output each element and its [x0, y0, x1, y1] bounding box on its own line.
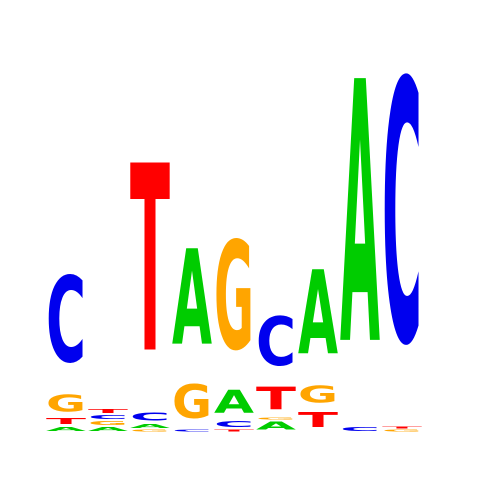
letter-C-pos-3: C	[130, 411, 170, 423]
letter-A-pos-4: A	[172, 224, 212, 375]
letter-C-pos-5: C	[214, 420, 254, 429]
letter-C-pos-1: C	[46, 253, 86, 390]
letter-C-pos-9: C	[382, 7, 422, 425]
logo-position-8: CA	[340, 8, 380, 432]
letter-T-pos-9: T	[382, 426, 423, 429]
letter-T-pos-7: T	[298, 408, 338, 432]
letter-A-pos-5: A	[214, 385, 254, 420]
letter-C-pos-8: C	[340, 426, 380, 432]
letter-C-pos-2: C	[88, 414, 128, 420]
letter-G-pos-4: G	[172, 376, 212, 429]
letter-A-pos-7: A	[298, 247, 338, 381]
letter-T-pos-3: T	[130, 111, 170, 410]
letter-T-pos-6: T	[256, 382, 296, 417]
letter-G-pos-3: G	[130, 429, 170, 432]
logo-position-7: TGA	[298, 247, 338, 432]
letter-A-pos-3: A	[130, 423, 171, 429]
letter-G-pos-1: G	[46, 390, 86, 417]
letter-C-pos-4: C	[172, 429, 212, 432]
letter-G-pos-2: G	[88, 420, 128, 426]
letter-G-pos-9: G	[382, 429, 422, 432]
letter-A-pos-2: A	[88, 426, 129, 432]
letter-G-pos-7: G	[298, 381, 338, 408]
letter-T-pos-5: T	[214, 429, 255, 432]
letter-G-pos-5: G	[214, 211, 254, 384]
letter-A-pos-1: A	[46, 426, 87, 432]
letter-T-pos-2: T	[88, 408, 129, 414]
logo-position-9: GTC	[382, 7, 423, 432]
logo-position-4: CGA	[172, 224, 212, 432]
letter-T-pos-1: T	[46, 417, 87, 426]
letter-A-pos-6: A	[256, 420, 296, 432]
letter-A-pos-8: A	[340, 8, 380, 425]
letter-G-pos-6: G	[256, 417, 296, 420]
letter-C-pos-6: C	[256, 304, 296, 382]
